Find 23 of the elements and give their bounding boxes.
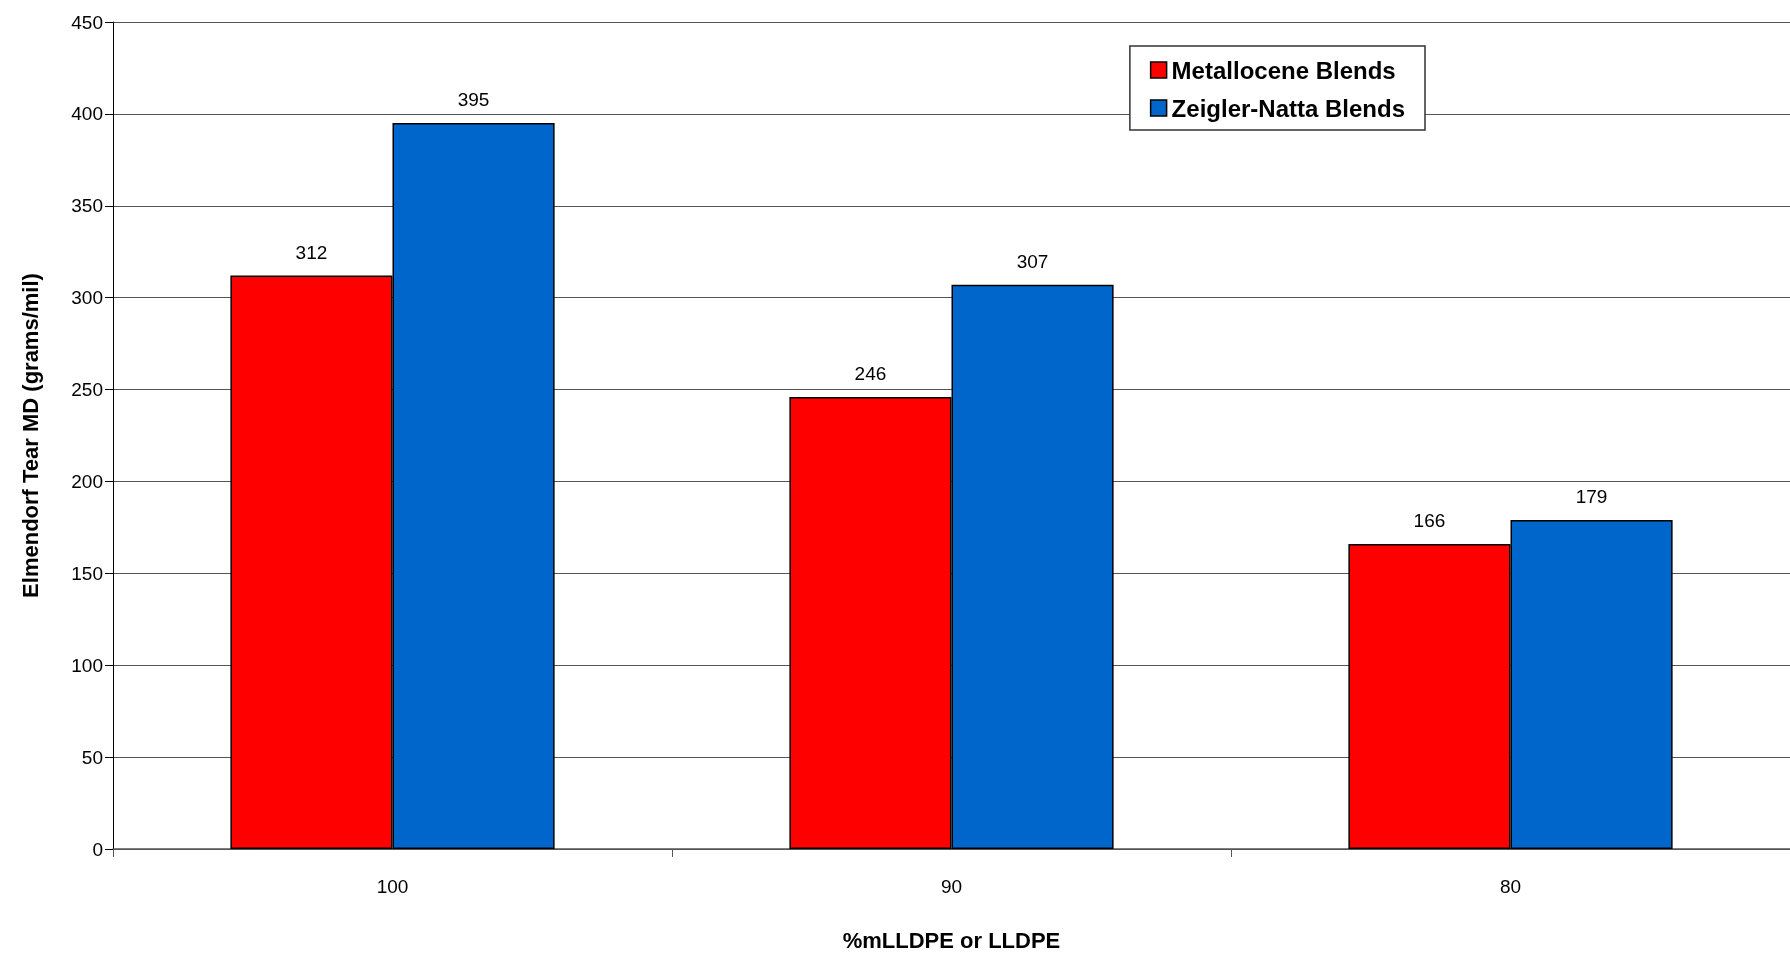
data-label: 166	[1413, 509, 1446, 531]
x-tick-label: 90	[940, 876, 963, 897]
legend-label: Metallocene Blends	[1171, 56, 1396, 84]
x-tick-label: 100	[376, 876, 409, 897]
legend-label: Zeigler-Natta Blends	[1171, 94, 1406, 122]
data-label: 179	[1575, 486, 1608, 508]
y-tick-label: 50	[81, 746, 103, 768]
data-label: 307	[1016, 250, 1049, 272]
data-label: 395	[457, 89, 490, 111]
y-tick-label: 400	[71, 103, 103, 125]
data-label: 246	[854, 362, 887, 384]
y-tick-label: 250	[71, 379, 103, 401]
x-axis-title: %mLLDPE or LLDPE	[842, 927, 1061, 953]
y-axis-title: Elmendorf Tear MD (grams/mil)	[17, 273, 43, 598]
y-tick-label: 300	[71, 287, 103, 309]
y-tick-label: 100	[71, 654, 103, 676]
y-tick-label: 450	[71, 11, 103, 33]
data-label: 312	[295, 241, 328, 263]
x-tick-label: 80	[1499, 876, 1522, 897]
y-tick-label: 0	[92, 838, 103, 860]
y-tick-label: 200	[71, 470, 103, 492]
y-tick-label: 150	[71, 562, 103, 584]
y-tick-label: 350	[71, 195, 103, 217]
